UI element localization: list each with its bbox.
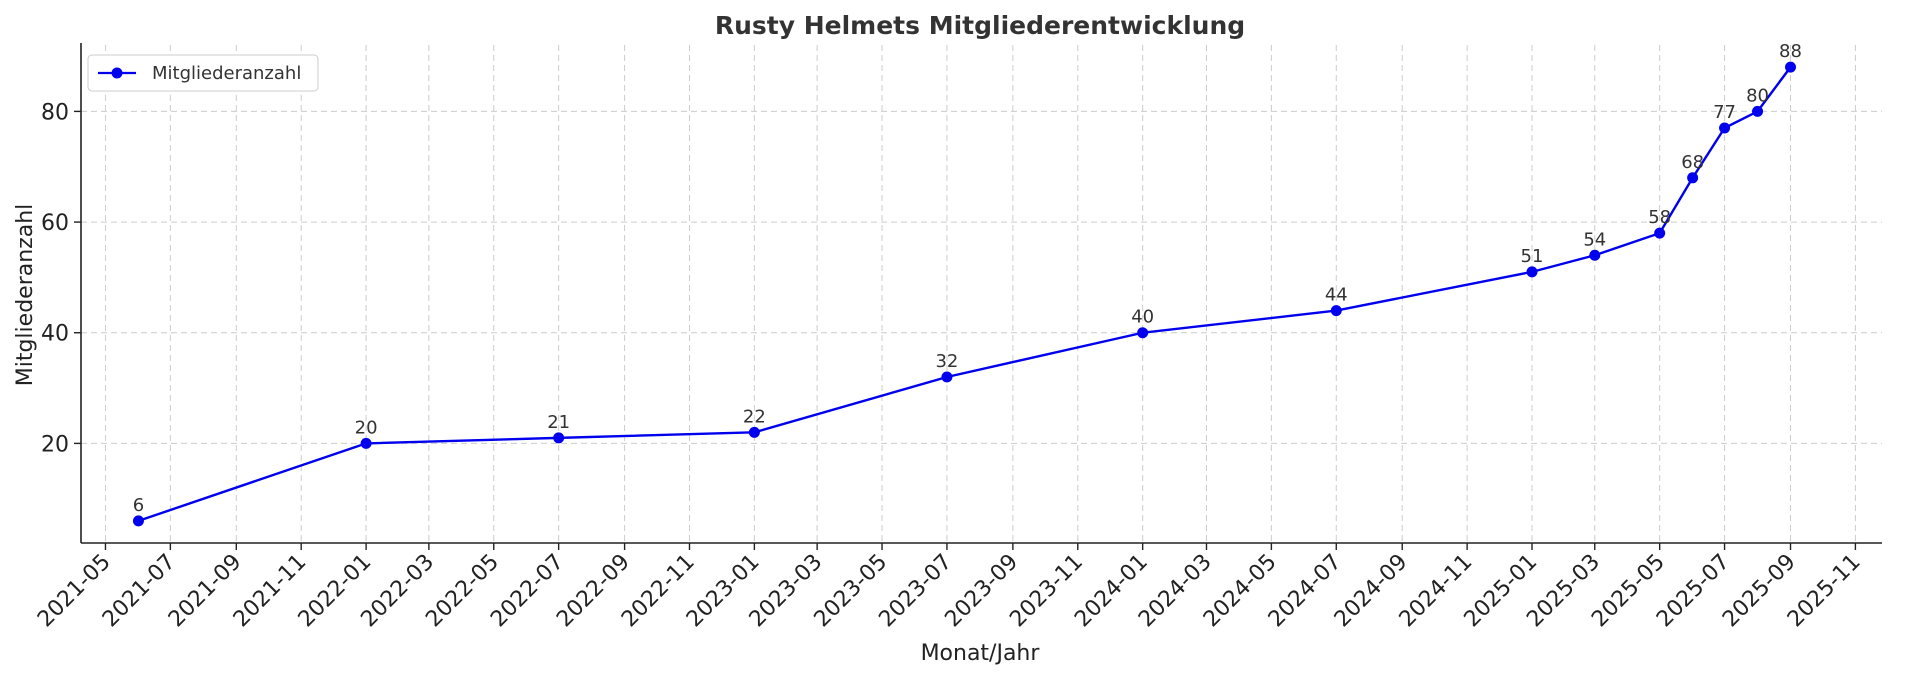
data-point — [941, 371, 953, 383]
data-labels: 6 20 21 22 32 40 44 51 54 58 68 77 80 88 — [133, 41, 1802, 516]
data-label: 51 — [1521, 246, 1544, 267]
data-point — [360, 437, 372, 449]
data-point — [1687, 172, 1699, 184]
y-tick-label: 60 — [41, 211, 69, 236]
axes — [80, 43, 1882, 544]
data-point — [1752, 105, 1764, 117]
data-label: 68 — [1681, 152, 1704, 173]
data-label: 44 — [1325, 285, 1348, 306]
x-axis-label: Monat/Jahr — [921, 641, 1041, 666]
series-line — [138, 66, 1792, 523]
data-point — [1785, 61, 1797, 73]
data-label: 6 — [133, 495, 144, 516]
data-point — [1719, 122, 1731, 134]
series — [132, 61, 1797, 527]
data-label: 21 — [547, 412, 570, 433]
data-label: 32 — [935, 351, 958, 372]
data-label: 22 — [743, 406, 766, 427]
data-point — [1330, 305, 1342, 317]
grid — [81, 45, 1882, 543]
data-label: 58 — [1648, 207, 1671, 228]
data-label: 77 — [1713, 102, 1736, 123]
data-label: 88 — [1779, 41, 1802, 62]
y-tick-label: 20 — [41, 432, 69, 457]
data-point — [1654, 227, 1666, 239]
legend-marker-icon — [111, 67, 123, 79]
data-point — [1137, 327, 1149, 339]
legend-box — [87, 54, 319, 92]
y-axis-label: Mitgliederanzahl — [13, 204, 38, 387]
data-point — [132, 515, 144, 527]
data-label: 80 — [1746, 85, 1769, 106]
data-point — [1526, 266, 1538, 278]
data-point — [553, 432, 565, 444]
y-tick-label: 40 — [41, 322, 69, 347]
data-label: 54 — [1583, 229, 1606, 250]
legend-label: Mitgliederanzahl — [152, 63, 301, 84]
data-label: 20 — [355, 417, 378, 438]
y-tick-label: 80 — [41, 100, 69, 125]
data-point — [1589, 249, 1601, 261]
data-point — [748, 426, 760, 438]
data-label: 40 — [1131, 307, 1154, 328]
legend: Mitgliederanzahl — [87, 54, 319, 92]
chart-title: Rusty Helmets Mitgliederentwicklung — [715, 11, 1245, 40]
